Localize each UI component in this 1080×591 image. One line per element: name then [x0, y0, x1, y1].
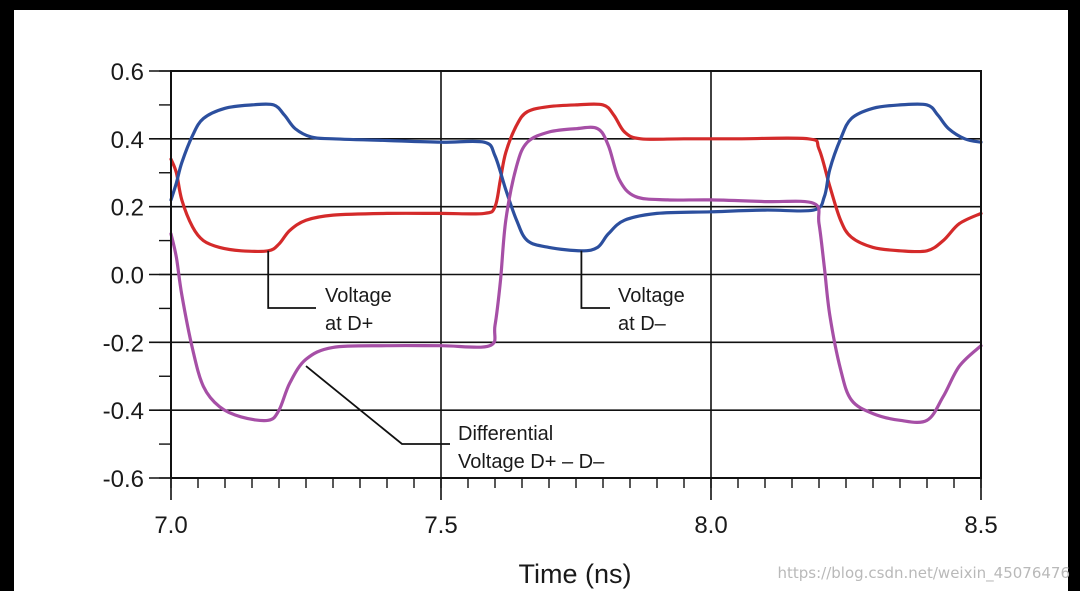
y-tick-labels: 0.6 0.4 0.2 0.0 -0.2 -0.4 -0.6 [103, 59, 144, 493]
plot-frame [170, 70, 982, 479]
x-tick-label: 7.5 [424, 512, 457, 539]
minor-ticks [159, 70, 982, 488]
y-tick-label: -0.6 [103, 466, 144, 493]
series-lines [169, 102, 983, 424]
series-differential-line [169, 125, 983, 424]
figure-panel [64, 12, 1024, 591]
y-tick-label: 0.0 [111, 263, 144, 290]
watermark-text: https://blog.csdn.net/weixin_45076476 [777, 564, 1070, 583]
leader-d-plus [267, 250, 316, 309]
series-d-minus-line [169, 102, 983, 253]
series-d-plus-line [169, 102, 983, 254]
y-tick-label: 0.6 [111, 59, 144, 86]
y-tick-label: 0.4 [111, 127, 144, 154]
annotation-d-plus-line-1: Voltage [325, 285, 392, 307]
x-tick-labels: 7.0 7.5 8.0 8.5 [154, 512, 997, 539]
x-tick-label: 8.0 [694, 512, 727, 539]
leader-d-minus [580, 250, 610, 309]
annotation-d-plus-line-2: at D+ [325, 313, 373, 335]
y-tick-label: 0.2 [111, 195, 144, 222]
x-tick-label: 7.0 [154, 512, 187, 539]
annotation-d-minus-line-2: at D– [618, 313, 667, 335]
y-tick-label: -0.2 [103, 330, 144, 357]
x-tick-label: 8.5 [964, 512, 997, 539]
annotation-d-minus-line-1: Voltage [618, 285, 685, 307]
leader-differential [305, 365, 450, 445]
annotation-differential-line-1: Differential [458, 423, 553, 445]
annotation-leader-lines [267, 250, 610, 445]
x-axis-title: Time (ns) [519, 559, 632, 589]
annotation-differential-line-2: Voltage D+ – D– [458, 451, 605, 473]
y-tick-label: -0.4 [103, 398, 144, 425]
